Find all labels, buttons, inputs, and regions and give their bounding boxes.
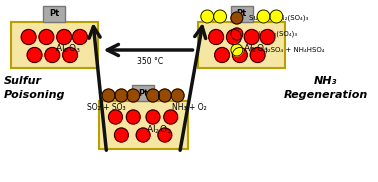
Circle shape — [158, 128, 172, 142]
Circle shape — [232, 48, 247, 62]
Circle shape — [226, 29, 241, 45]
Text: 350 °C: 350 °C — [137, 58, 163, 66]
Circle shape — [214, 10, 226, 23]
Text: Al$_2$O$_3$: Al$_2$O$_3$ — [146, 124, 172, 136]
Text: NH₃ + O₂: NH₃ + O₂ — [172, 104, 207, 112]
Circle shape — [63, 48, 77, 62]
Circle shape — [209, 29, 223, 45]
Bar — [198, 22, 285, 68]
Text: Surface Al₂(SO₄)₃: Surface Al₂(SO₄)₃ — [249, 15, 308, 21]
Circle shape — [250, 48, 265, 62]
Text: Al$_2$O$_3$: Al$_2$O$_3$ — [243, 43, 268, 55]
Text: Sulfur
Poisoning: Sulfur Poisoning — [4, 76, 65, 100]
Circle shape — [102, 89, 115, 102]
Circle shape — [257, 10, 270, 23]
Text: Al$_2$O$_3$: Al$_2$O$_3$ — [55, 43, 81, 55]
Circle shape — [244, 29, 259, 45]
Circle shape — [164, 110, 178, 124]
Text: Pt: Pt — [49, 9, 59, 19]
Text: NH₃
Regeneration: NH₃ Regeneration — [284, 76, 368, 100]
Circle shape — [73, 29, 87, 45]
Circle shape — [108, 110, 122, 124]
Circle shape — [45, 48, 60, 62]
Circle shape — [146, 110, 160, 124]
Circle shape — [115, 89, 128, 102]
Bar — [11, 22, 98, 68]
Circle shape — [231, 28, 243, 40]
Circle shape — [158, 89, 171, 102]
Circle shape — [171, 89, 184, 102]
Text: Pt: Pt — [237, 9, 247, 19]
Circle shape — [201, 10, 214, 23]
Circle shape — [147, 89, 160, 102]
Circle shape — [231, 44, 243, 56]
Circle shape — [136, 128, 150, 142]
Circle shape — [215, 48, 229, 62]
Text: Bulk Al₂(SO₄)₃: Bulk Al₂(SO₄)₃ — [249, 31, 297, 37]
Text: Pt: Pt — [138, 88, 148, 98]
Bar — [231, 6, 253, 22]
Circle shape — [126, 110, 140, 124]
Bar — [132, 85, 154, 101]
Circle shape — [115, 128, 128, 142]
Circle shape — [231, 12, 243, 24]
Circle shape — [39, 29, 54, 45]
Text: (NH₄)₂SO₄ + NH₄HSO₄: (NH₄)₂SO₄ + NH₄HSO₄ — [249, 47, 324, 53]
Circle shape — [127, 89, 139, 102]
Bar — [99, 101, 187, 149]
Circle shape — [21, 29, 36, 45]
Circle shape — [260, 29, 275, 45]
Circle shape — [57, 29, 71, 45]
Text: SO₂ + SO₃: SO₂ + SO₃ — [87, 104, 126, 112]
Bar — [43, 6, 65, 22]
Circle shape — [270, 10, 283, 23]
Circle shape — [27, 48, 42, 62]
